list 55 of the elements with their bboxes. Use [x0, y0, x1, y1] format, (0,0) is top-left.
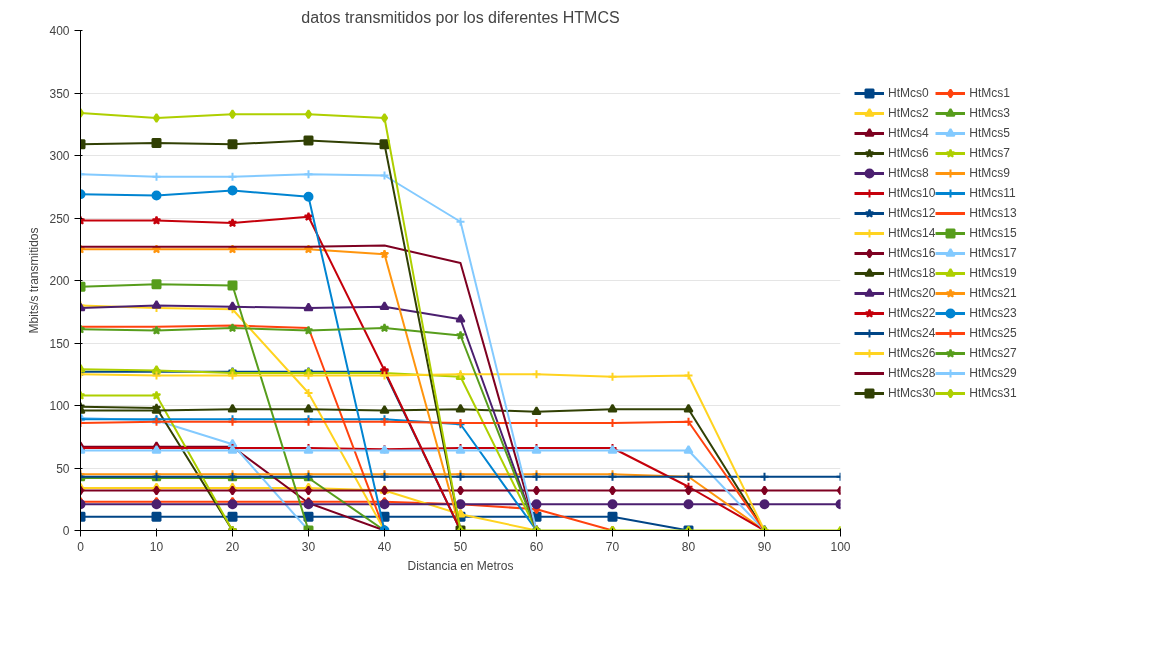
legend-label: HtMcs3 — [969, 105, 1011, 120]
y-tick-label: 250 — [49, 211, 70, 226]
legend-label: HtMcs15 — [969, 225, 1017, 240]
legend-label: HtMcs2 — [888, 105, 929, 120]
legend-label: HtMcs22 — [888, 305, 936, 320]
legend-label: HtMcs1 — [969, 85, 1011, 100]
x-axis-title: Distancia en Metros — [407, 558, 514, 573]
legend-label: HtMcs0 — [888, 85, 929, 100]
legend-label: HtMcs11 — [969, 185, 1016, 200]
legend-label: HtMcs19 — [969, 265, 1017, 280]
y-axis-title: Mbits/s transmitidos — [27, 227, 42, 334]
x-tick-label: 30 — [301, 539, 316, 554]
legend-label: HtMcs9 — [969, 165, 1011, 180]
y-tick-label: 100 — [49, 399, 70, 413]
legend-label: HtMcs27 — [969, 345, 1017, 360]
legend-label: HtMcs29 — [969, 365, 1017, 380]
legend-label: HtMcs25 — [969, 325, 1017, 340]
x-tick-label: 50 — [453, 539, 468, 554]
legend-label: HtMcs14 — [888, 225, 936, 240]
legend-label: HtMcs28 — [888, 365, 936, 380]
legend-label: HtMcs23 — [969, 305, 1017, 320]
y-tick-label: 50 — [56, 461, 70, 476]
legend-label: HtMcs13 — [969, 205, 1017, 220]
x-tick-label: 100 — [830, 539, 851, 554]
legend-label: HtMcs30 — [888, 385, 936, 400]
legend-label: HtMcs5 — [969, 125, 1011, 140]
y-tick-label: 0 — [62, 524, 70, 538]
legend-label: HtMcs10 — [888, 185, 936, 200]
legend-label: HtMcs7 — [969, 145, 1011, 160]
x-tick-label: 20 — [225, 539, 240, 554]
x-tick-label: 70 — [605, 539, 620, 554]
legend-label: HtMcs16 — [888, 245, 936, 260]
legend-label: HtMcs17 — [969, 245, 1017, 260]
legend-label: HtMcs12 — [888, 205, 936, 220]
legend-label: HtMcs6 — [888, 145, 929, 160]
legend-label: HtMcs8 — [888, 165, 929, 180]
legend-label: HtMcs21 — [969, 285, 1017, 300]
x-tick-label: 90 — [757, 539, 772, 554]
y-tick-label: 200 — [49, 274, 70, 288]
x-tick-label: 40 — [377, 539, 392, 554]
x-tick-label: 0 — [77, 539, 85, 554]
legend-label: HtMcs31 — [969, 385, 1017, 400]
x-tick-label: 80 — [681, 539, 696, 554]
chart-title: datos transmitidos por los diferentes HTMCS — [301, 8, 620, 26]
y-tick-label: 350 — [49, 86, 70, 101]
y-tick-label: 150 — [49, 336, 70, 351]
legend-label: HtMcs24 — [888, 325, 936, 340]
legend-label: HtMcs4 — [888, 125, 929, 140]
legend-label: HtMcs26 — [888, 345, 936, 360]
y-tick-label: 300 — [49, 149, 70, 163]
legend-label: HtMcs18 — [888, 265, 936, 280]
y-tick-label: 400 — [49, 24, 70, 38]
x-tick-label: 10 — [149, 539, 164, 554]
x-tick-label: 60 — [529, 539, 544, 554]
legend-label: HtMcs20 — [888, 285, 936, 300]
